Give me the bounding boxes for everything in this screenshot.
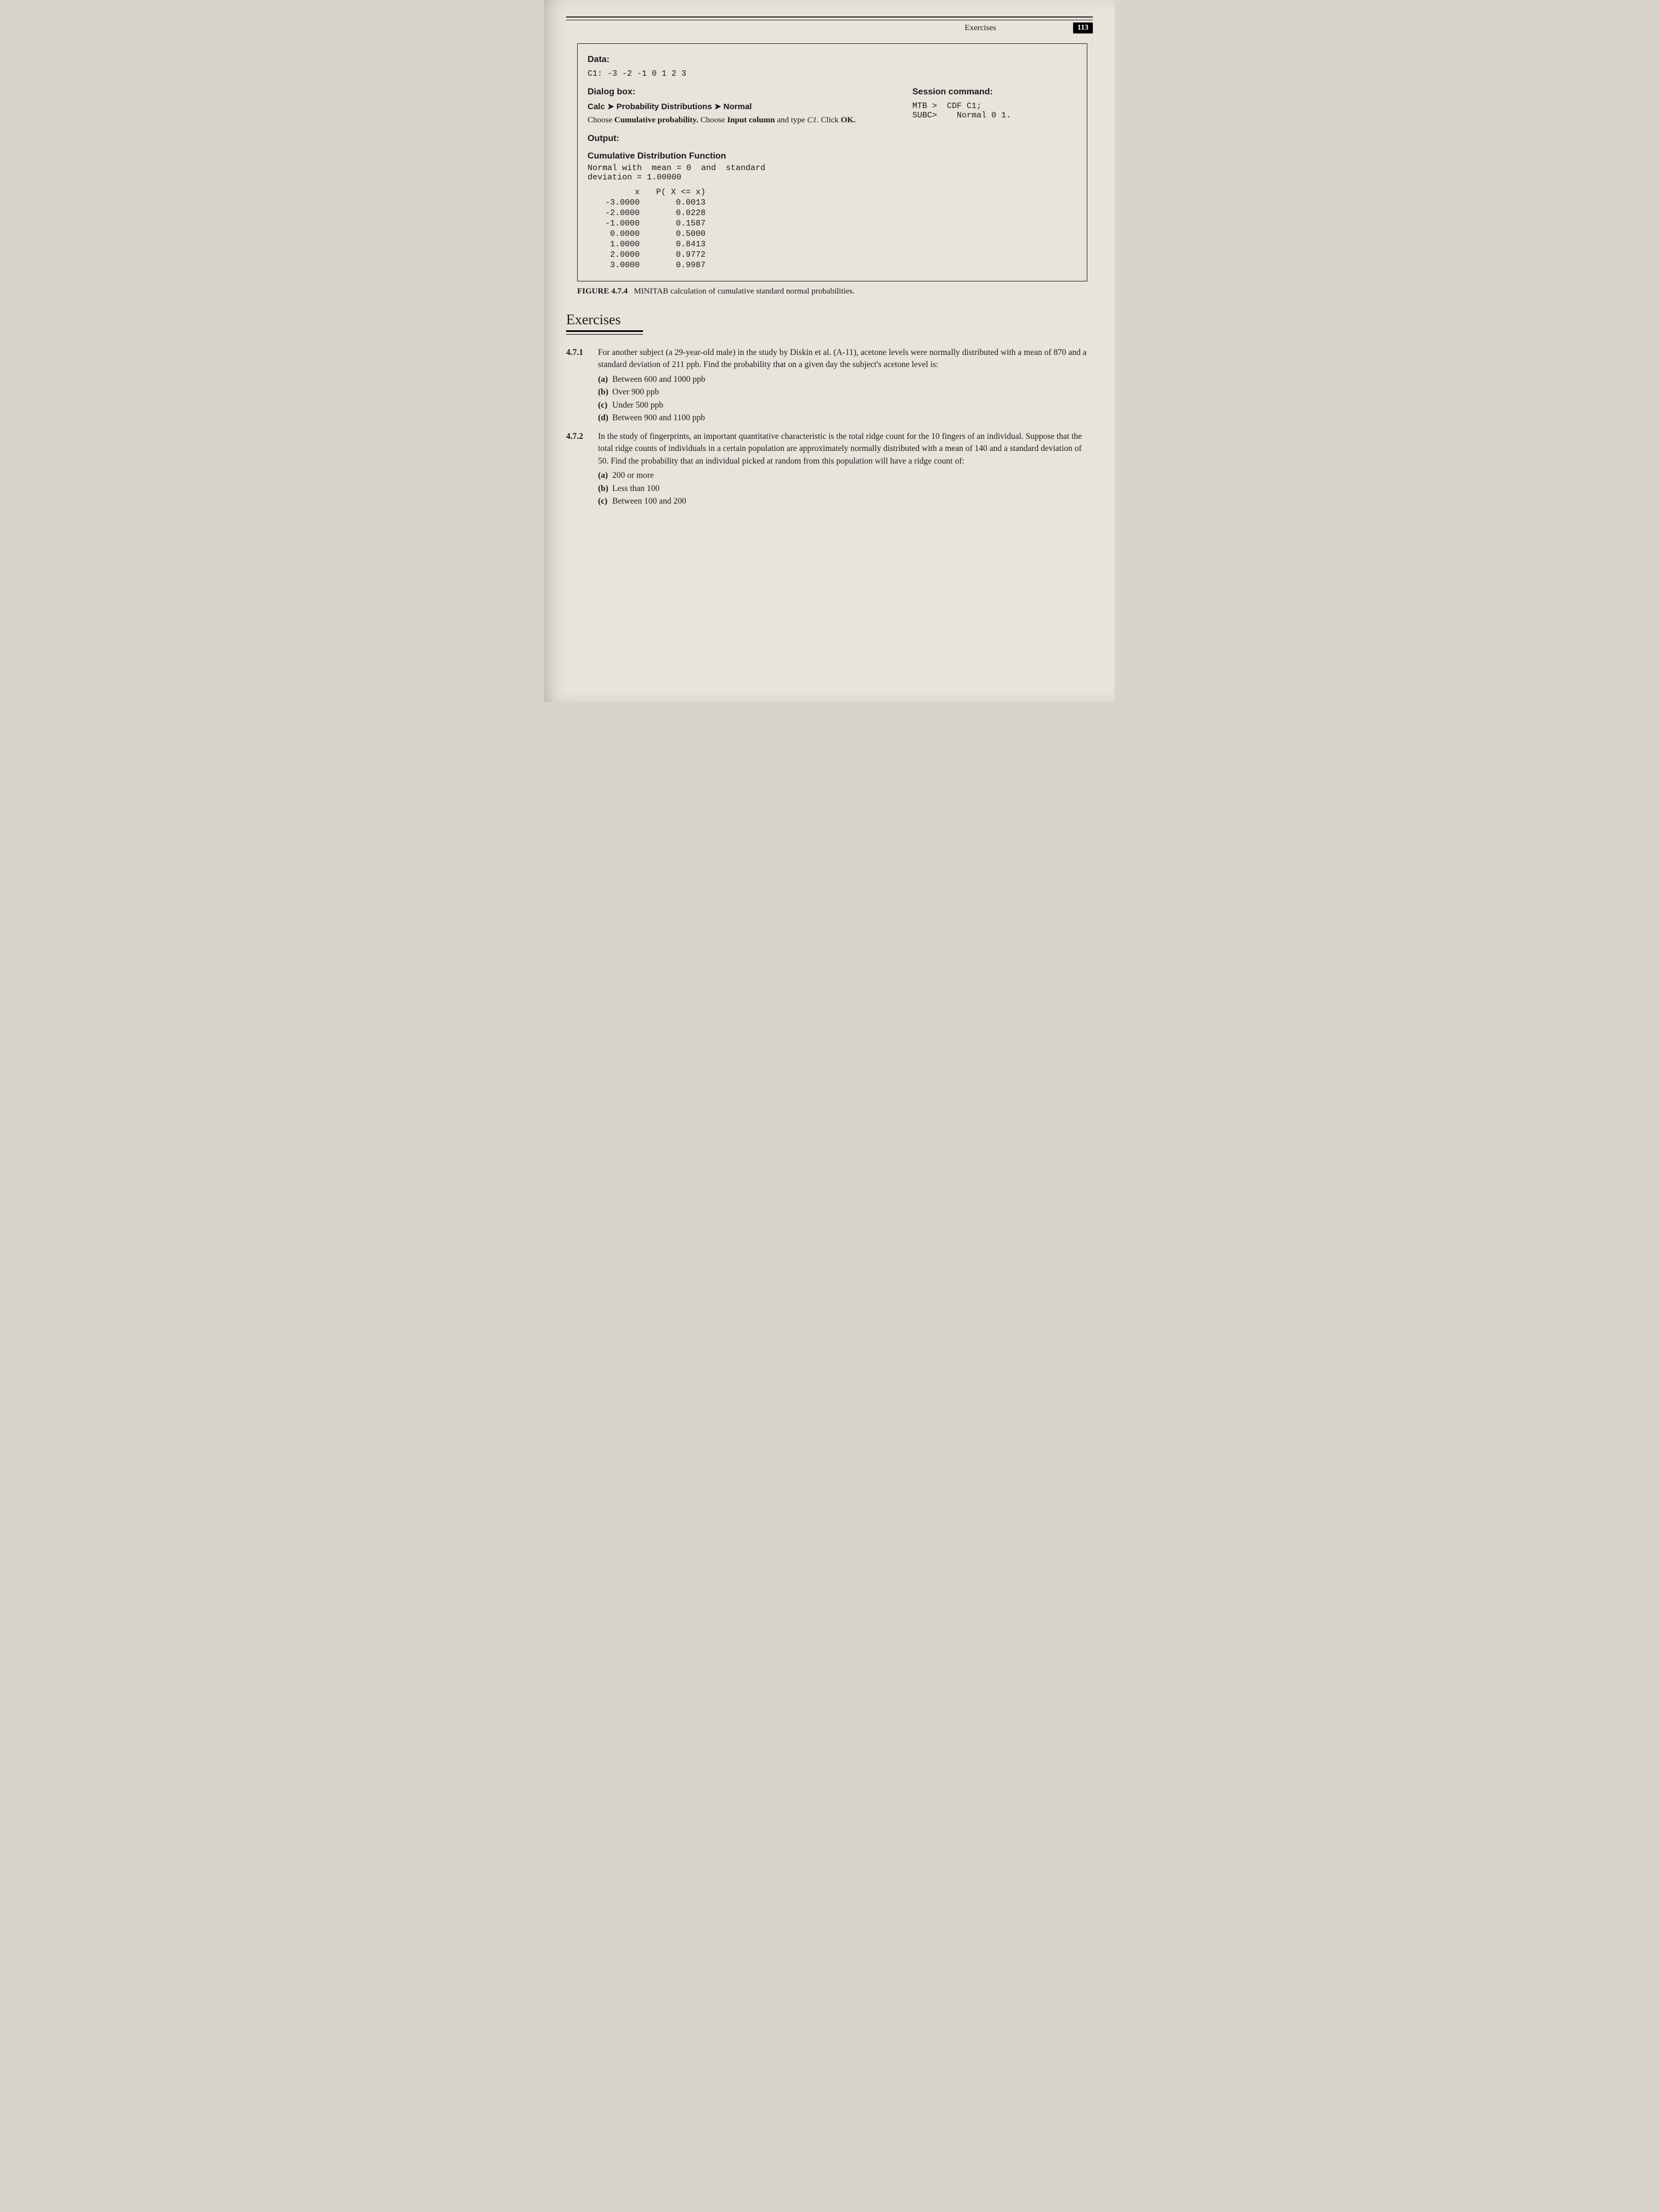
menu-path: Calc ➤ Probability Distributions ➤ Norma… xyxy=(588,101,912,111)
table-row: -1.00000.1587 xyxy=(605,219,721,228)
output-label: Output: xyxy=(588,134,1077,144)
cdf-params: Normal with mean = 0 and standard deviat… xyxy=(588,163,1077,182)
col-x-header: x xyxy=(605,188,655,197)
page-number: 113 xyxy=(1073,22,1093,33)
top-rule xyxy=(566,16,1093,20)
exercise-item: 4.7.2 In the study of fingerprints, an i… xyxy=(566,431,1093,509)
table-row: 0.00000.5000 xyxy=(605,229,721,239)
header-section-label: Exercises xyxy=(964,24,996,33)
exercise-parts: (a)Between 600 and 1000 ppb (b)Over 900 … xyxy=(598,374,1093,425)
session-command-2: SUBC> Normal 0 1. xyxy=(912,111,1077,120)
data-line: C1: -3 -2 -1 0 1 2 3 xyxy=(588,69,1077,78)
exercise-item: 4.7.1 For another subject (a 29-year-old… xyxy=(566,347,1093,425)
table-row: -2.00000.0228 xyxy=(605,208,721,218)
figure-box: Data: C1: -3 -2 -1 0 1 2 3 Dialog box: C… xyxy=(577,43,1087,281)
table-row: 3.00000.9987 xyxy=(605,261,721,270)
exercise-parts: (a)200 or more (b)Less than 100 (c)Betwe… xyxy=(598,470,1093,507)
exercises-rule xyxy=(566,330,643,335)
figure-caption-text: MINITAB calculation of cumulative standa… xyxy=(634,287,854,296)
cdf-table: x P( X <= x) -3.00000.0013 -2.00000.0228… xyxy=(604,187,722,271)
exercises-heading: Exercises xyxy=(566,312,1093,328)
exercise-number: 4.7.2 xyxy=(566,431,598,509)
session-command-1: MTB > CDF C1; xyxy=(912,101,1077,111)
figure-number: FIGURE 4.7.4 xyxy=(577,287,628,296)
dialog-instructions: Choose Cumulative probability. Choose In… xyxy=(588,115,912,126)
table-header-row: x P( X <= x) xyxy=(605,188,721,197)
data-label: Data: xyxy=(588,55,1077,65)
table-row: 1.00000.8413 xyxy=(605,240,721,249)
exercise-number: 4.7.1 xyxy=(566,347,598,425)
cdf-title: Cumulative Distribution Function xyxy=(588,151,1077,161)
session-command-label: Session command: xyxy=(912,87,1077,97)
textbook-page: Exercises 113 Data: C1: -3 -2 -1 0 1 2 3… xyxy=(544,0,1115,702)
figure-caption: FIGURE 4.7.4 MINITAB calculation of cumu… xyxy=(577,287,1093,296)
table-row: 2.00000.9772 xyxy=(605,250,721,259)
table-row: -3.00000.0013 xyxy=(605,198,721,207)
dialog-box-label: Dialog box: xyxy=(588,87,912,97)
running-header: Exercises 113 xyxy=(566,22,1093,33)
col-p-header: P( X <= x) xyxy=(656,188,721,197)
exercise-text: For another subject (a 29-year-old male)… xyxy=(598,348,1087,369)
exercise-text: In the study of fingerprints, an importa… xyxy=(598,432,1082,466)
